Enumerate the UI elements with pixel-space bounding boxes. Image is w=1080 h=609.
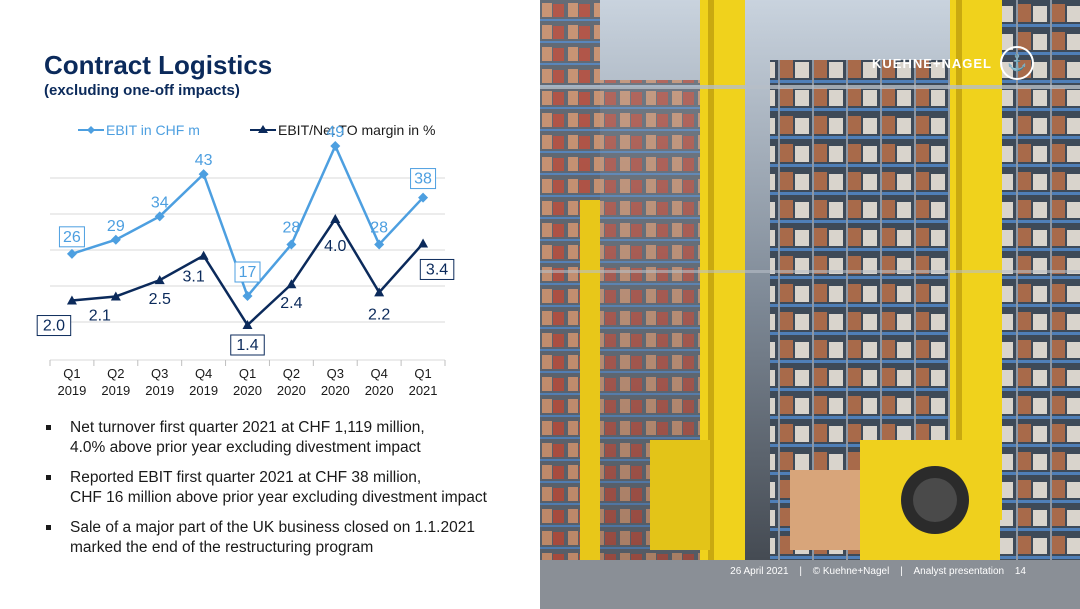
footer-separator: | [799,566,802,577]
bullet-text-line1: Net turnover first quarter 2021 at CHF 1… [70,419,425,436]
data-label-margin-box [230,334,265,356]
data-label-margin: 2.4 [280,295,302,312]
x-tick-label-year: 2020 [365,383,394,398]
bullet-text-line2: CHF 16 million above prior year excludin… [70,489,487,506]
x-tick-label-year: 2019 [101,383,130,398]
data-point-margin [418,238,429,248]
data-point-margin [374,287,385,297]
x-tick-label-year: 2019 [189,383,218,398]
data-point-ebit [418,192,429,203]
x-tick-label-year: 2020 [233,383,262,398]
bullet-text-line2: 4.0% above prior year excluding divestme… [70,439,421,456]
x-tick-label-year: 2021 [409,383,438,398]
bullet-list: Net turnover first quarter 2021 at CHF 1… [44,418,534,568]
data-label-margin: 3.4 [426,261,448,278]
bullet-text-line2: marked the end of the restructuring prog… [70,539,374,556]
data-label-ebit: 29 [107,218,125,235]
data-point-ebit [154,211,165,222]
x-tick-label-quarter: Q3 [151,366,168,381]
data-label-margin: 4.0 [324,238,346,255]
bullet-item: Net turnover first quarter 2021 at CHF 1… [44,418,534,458]
data-label-margin-box [36,315,72,337]
data-label-margin: 2.1 [89,307,111,324]
data-label-margin: 2.0 [43,318,65,335]
bullet-icon [46,475,51,480]
data-point-margin [198,250,209,260]
anchor-icon: ⚓ [1000,46,1034,80]
x-tick-label-quarter: Q1 [63,366,80,381]
data-point-ebit [330,141,341,151]
brand-logo: KUEHNE+NAGEL ⚓ [872,46,1034,80]
warehouse-image [540,0,1080,609]
data-point-margin [110,291,121,301]
data-point-margin [286,279,297,289]
legend-marker-margin [258,125,268,133]
data-label-ebit: 49 [326,124,344,141]
slide-footer: 26 April 2021 | © Kuehne+Nagel | Analyst… [726,566,1030,577]
footer-copyright: © Kuehne+Nagel [812,566,890,577]
data-point-ebit [66,248,77,259]
data-point-margin [154,275,165,285]
x-tick-label-quarter: Q4 [370,366,387,381]
data-label-ebit: 28 [282,219,300,236]
ebit-chart: Q1 2019 Q2 2019 Q3 2019 Q4 2019 Q1 2020 Q2 2020 Q3 20… [36,122,455,398]
footer-separator: | [900,566,903,577]
data-label-margin-box [419,258,455,280]
data-label-ebit: 34 [151,194,169,211]
x-tick-label-year: 2019 [57,383,86,398]
data-label-ebit-box [410,168,437,190]
bullet-item: Reported EBIT first quarter 2021 at CHF … [44,468,534,508]
data-point-ebit [198,169,209,180]
data-label-ebit: 28 [370,219,388,236]
x-tick-label-year: 2020 [277,383,306,398]
slide-title: Contract Logistics [44,50,273,80]
x-tick-label-quarter: Q4 [195,366,212,381]
data-label-ebit-box [234,261,261,283]
data-point-margin [66,295,77,305]
data-label-ebit-box [58,226,85,248]
data-label-ebit: 26 [63,229,81,246]
data-label-ebit: 17 [239,264,257,281]
x-tick-label-quarter: Q2 [107,366,124,381]
warehouse-photo: KUEHNE+NAGEL ⚓ 26 April 2021 | © Kuehne+… [540,0,1080,609]
slide-subtitle: (excluding one-off impacts) [44,82,240,99]
data-label-ebit: 38 [414,171,432,188]
bullet-text-line1: Reported EBIT first quarter 2021 at CHF … [70,469,422,486]
data-point-ebit [374,239,385,250]
x-tick-label-year: 2020 [321,383,350,398]
data-point-ebit [242,291,253,301]
data-point-margin [330,214,341,223]
data-point-ebit [110,234,121,245]
data-point-margin [242,320,253,329]
legend-label-ebit: EBIT in CHF m [106,122,200,138]
footer-presentation: Analyst presentation [913,566,1005,577]
data-label-margin: 3.1 [182,269,204,286]
legend-label-margin: EBIT/Net TO margin in % [278,122,435,138]
data-label-margin: 2.5 [149,291,171,308]
x-tick-label-quarter: Q1 [239,366,256,381]
data-point-ebit [286,239,297,250]
bullet-icon [46,425,51,430]
footer-page-number: 14 [1014,566,1026,577]
footer-date: 26 April 2021 [730,566,789,577]
x-tick-label-quarter: Q3 [327,366,344,381]
x-tick-label-year: 2019 [145,383,174,398]
x-tick-label-quarter: Q1 [414,366,431,381]
data-label-margin: 1.4 [236,337,258,354]
bullet-icon [46,525,51,530]
bullet-text-line1: Sale of a major part of the UK business … [70,519,475,536]
data-label-ebit: 43 [195,152,213,169]
x-tick-label-quarter: Q2 [283,366,300,381]
data-label-margin: 2.2 [368,306,390,323]
logo-text: KUEHNE+NAGEL [872,55,992,71]
bullet-item: Sale of a major part of the UK business … [44,518,534,558]
legend-marker-ebit [87,126,95,134]
